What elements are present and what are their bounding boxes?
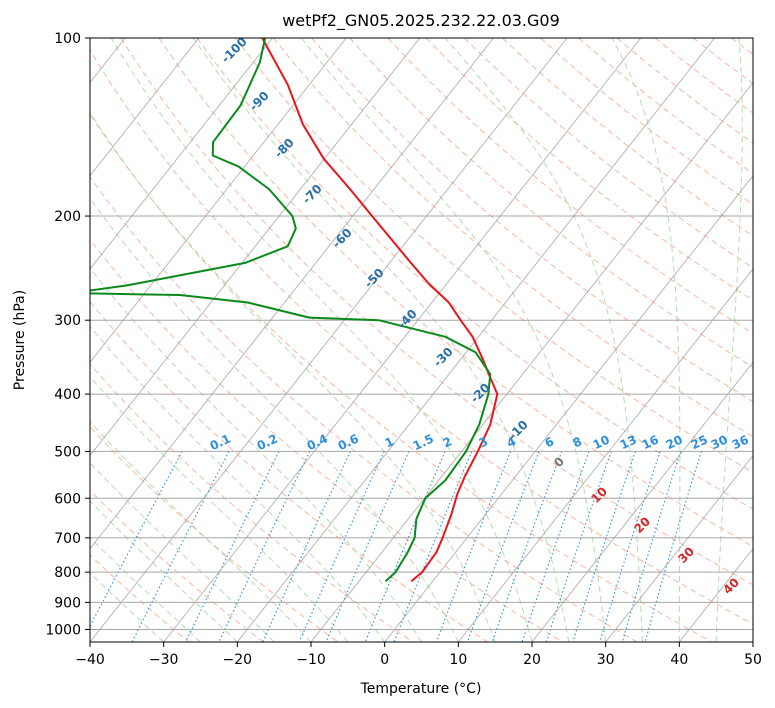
- grid: [90, 38, 753, 642]
- moist-adiabat-line: [90, 376, 349, 642]
- mixing-ratio-line: [185, 451, 280, 642]
- profiles: [90, 38, 499, 583]
- dry-adiabat-line: [349, 38, 753, 368]
- mixing-ratio-line: [521, 451, 590, 642]
- mixing-ratio-line: [491, 451, 563, 642]
- x-tick-label: −10: [296, 652, 326, 668]
- moist-adiabat-line: [192, 38, 570, 642]
- moist-adiabat-line: [90, 536, 201, 642]
- moist-adiabat-line: [715, 38, 743, 642]
- x-tick-label: 50: [744, 652, 762, 668]
- y-tick-label: 200: [54, 209, 81, 225]
- isotherm-line: [90, 38, 200, 177]
- temperature-profile: [261, 38, 499, 583]
- x-tick-label: −40: [75, 652, 105, 668]
- chart-title: wetPf2_GN05.2025.232.22.03.G09: [282, 11, 560, 31]
- moist-adiabat-line: [90, 325, 386, 642]
- y-tick-label: 600: [54, 491, 81, 507]
- mixing-ratio-label: 13: [618, 433, 639, 453]
- isotherm-line: [90, 38, 494, 550]
- mixing-ratio-label: 10: [591, 433, 612, 453]
- x-tick-label: −20: [223, 652, 253, 668]
- isotherm-line: [457, 268, 753, 642]
- background-lines: [90, 38, 753, 642]
- mixing-ratio-line: [218, 451, 311, 642]
- isotherm-line: [605, 454, 753, 642]
- y-tick-label: 500: [54, 444, 81, 460]
- y-axis-label: Pressure (hPa): [12, 290, 28, 390]
- mixing-ratio-line: [90, 451, 183, 628]
- moist-adiabat-line: [90, 572, 165, 642]
- x-tick-label: 40: [670, 652, 688, 668]
- moist-adiabat-line: [90, 462, 275, 642]
- isotherm-line: [236, 38, 715, 642]
- y-tick-label: 100: [54, 31, 81, 47]
- mixing-ratio-line: [644, 451, 703, 642]
- isotherm-line: [90, 38, 568, 642]
- mixing-ratio-line: [298, 451, 385, 642]
- mixing-ratio-line: [599, 451, 661, 642]
- moist-adiabat-line: [300, 38, 607, 642]
- y-tick-label: 900: [54, 595, 81, 611]
- y-tick-label: 300: [54, 313, 81, 329]
- isotherm-line: [310, 81, 753, 642]
- dry-adiabat-line: [196, 38, 753, 510]
- x-tick-label: 10: [449, 652, 467, 668]
- mixing-ratio-label: 30: [709, 433, 730, 453]
- moist-adiabat-line: [611, 38, 681, 642]
- dry-adiabat-line: [120, 38, 753, 586]
- isotherm-line: [90, 38, 347, 364]
- y-tick-label: 400: [54, 387, 81, 403]
- x-tick-label: 30: [597, 652, 615, 668]
- mixing-ratio-label: 36: [730, 433, 751, 453]
- dry-adiabat-line: [273, 38, 753, 438]
- moist-adiabat-line: [110, 38, 533, 642]
- isotherm-line: [163, 38, 642, 642]
- mixing-ratio-line: [262, 451, 351, 642]
- x-tick-label: −30: [149, 652, 179, 668]
- mixing-ratio-line: [364, 451, 446, 642]
- x-axis-label: Temperature (°C): [360, 681, 482, 697]
- moist-adiabat-line: [90, 267, 422, 642]
- x-tick-label: 20: [523, 652, 541, 668]
- isotherm-line: [531, 361, 753, 642]
- mixing-ratio-label: 16: [640, 433, 661, 453]
- moist-adiabat-line: [90, 111, 496, 642]
- isotherm-line: [90, 38, 421, 457]
- axes: −40 −30 −20 −10 0 10 20 30 40 50 100 200 300 400 500 60…: [45, 31, 762, 668]
- moist-adiabat-line: [90, 197, 459, 642]
- mixing-ratio-line: [545, 451, 612, 642]
- isotherm-line: [90, 38, 273, 270]
- moist-adiabat-line: [444, 38, 643, 642]
- x-tick-label: 0: [380, 652, 389, 668]
- plot-frame: [89, 37, 754, 643]
- mixing-ratio-label: 20: [664, 433, 685, 453]
- mixing-ratio-line: [325, 451, 410, 642]
- mixing-ratio-line: [572, 451, 637, 642]
- moist-adiabat-line: [90, 500, 238, 642]
- moist-adiabat-line: [90, 421, 312, 642]
- y-tick-label: 1000: [45, 622, 81, 638]
- y-tick-label: 800: [54, 565, 81, 581]
- isotherm-line: [384, 175, 753, 642]
- dry-adiabat-line: [90, 49, 753, 625]
- dewpoint-profile: [90, 38, 492, 583]
- dry-adiabat-line: [311, 38, 753, 403]
- dry-adiabat-line: [234, 38, 753, 474]
- y-tick-label: 700: [54, 531, 81, 547]
- mixing-ratio-label: 25: [689, 433, 710, 453]
- mixing-ratio-line: [621, 451, 682, 642]
